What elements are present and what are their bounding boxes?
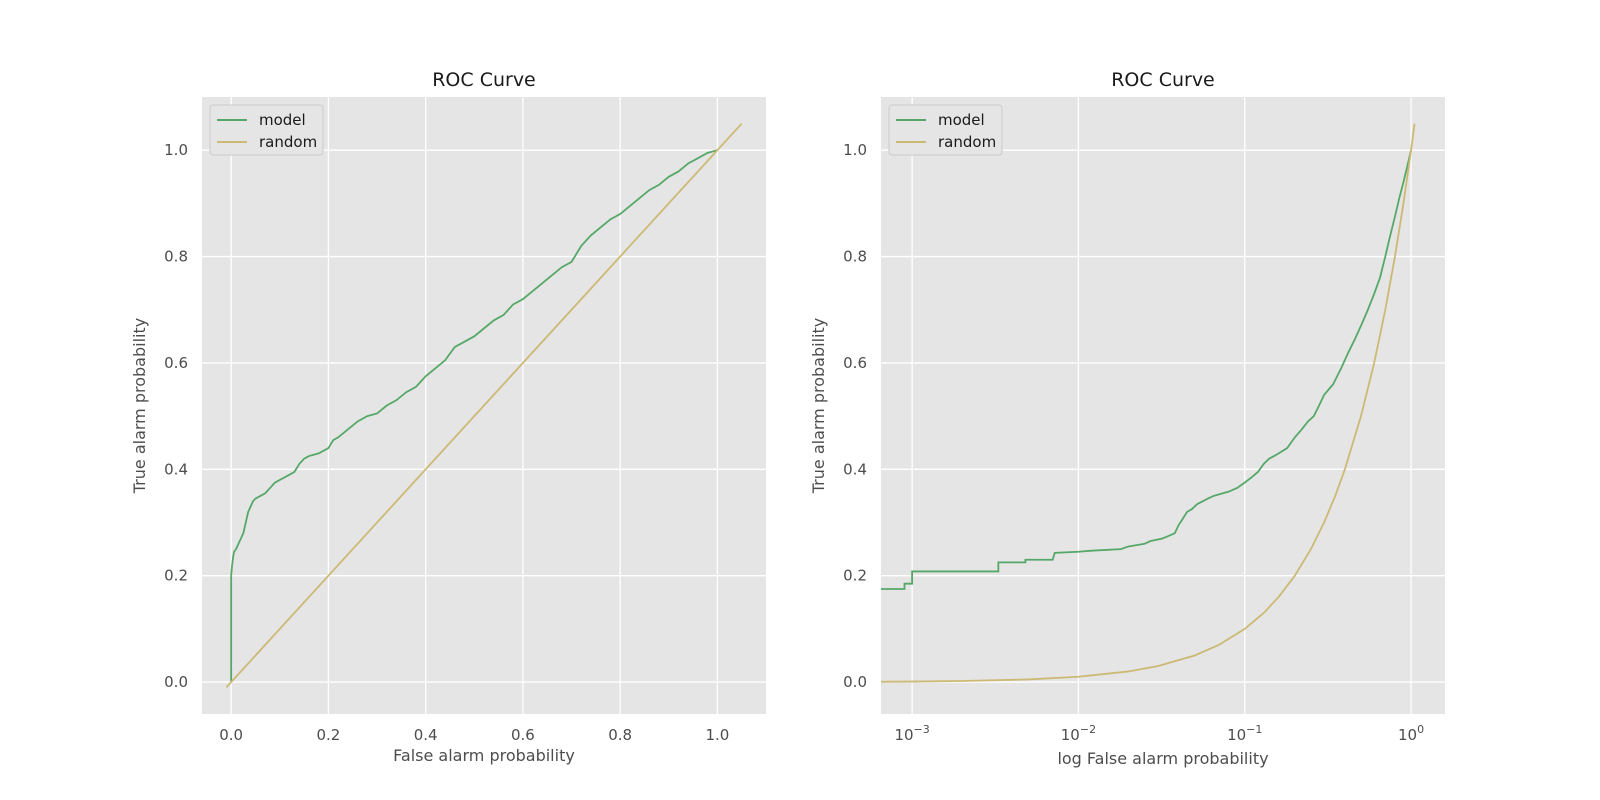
y-tick-label: 0.8 <box>164 248 188 266</box>
y-axis-label: True alarm probability <box>809 318 828 494</box>
chart-title: ROC Curve <box>432 69 536 91</box>
y-tick-label: 1.0 <box>164 141 188 159</box>
y-tick-label: 0.6 <box>843 354 867 372</box>
legend: model random <box>888 104 1003 156</box>
y-tick-label: 0.0 <box>164 673 188 691</box>
x-tick-label: 100 <box>1398 723 1424 744</box>
y-tick-label: 0.6 <box>164 354 188 372</box>
y-tick-label: 0.4 <box>843 460 867 478</box>
gridlines <box>881 97 1445 714</box>
x-tick-label: 10−2 <box>1061 723 1096 744</box>
legend: model random <box>209 104 324 156</box>
series-line-model <box>230 149 718 683</box>
chart-title: ROC Curve <box>1111 69 1215 91</box>
y-tick-label: 0.8 <box>843 248 867 266</box>
y-tick-label: 0.2 <box>843 567 867 585</box>
x-axis-label: log False alarm probability <box>1057 749 1268 768</box>
x-tick-label: 10−1 <box>1227 723 1262 744</box>
x-tick-label: 0.2 <box>316 726 340 744</box>
chart-panel-2: 10−3 10−2 10−1 100 0.0 0.2 0.4 0.6 0.8 1.0 ROC Cur… <box>809 69 1445 768</box>
x-tick-label: 1.0 <box>705 726 729 744</box>
x-tick-label: 0.8 <box>608 726 632 744</box>
y-axis-label: True alarm probability <box>130 318 149 494</box>
series-line-model <box>881 149 1412 590</box>
y-tick-label: 0.2 <box>164 567 188 585</box>
legend-label-random: random <box>259 133 317 151</box>
y-tick-label: 0.0 <box>843 673 867 691</box>
plot-area <box>881 97 1445 714</box>
legend-label-model: model <box>259 111 306 129</box>
x-tick-label: 0.4 <box>414 726 438 744</box>
series-line-random <box>881 123 1416 683</box>
legend-label-random: random <box>938 133 996 151</box>
x-tick-label: 0.0 <box>219 726 243 744</box>
legend-label-model: model <box>938 111 985 129</box>
x-tick-label: 10−3 <box>894 723 929 744</box>
chart-panel-1: 0.0 0.2 0.4 0.6 0.8 1.0 0.0 0.2 0.4 0.6 0.8 1.0 ROC … <box>130 69 766 765</box>
x-tick-label: 0.6 <box>511 726 535 744</box>
y-tick-label: 1.0 <box>843 141 867 159</box>
x-axis-label: False alarm probability <box>393 746 575 765</box>
y-tick-label: 0.4 <box>164 460 188 478</box>
series-line-random <box>225 122 743 689</box>
